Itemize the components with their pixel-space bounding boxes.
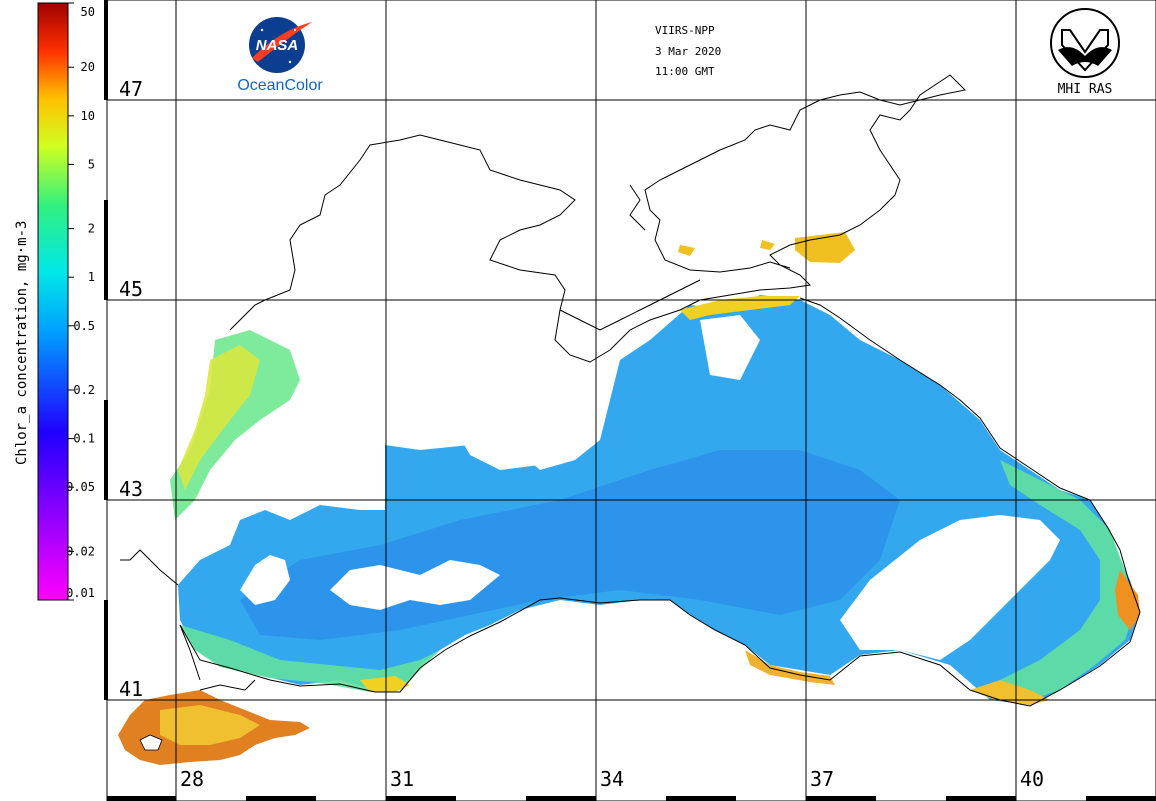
crimea-coastline — [559, 184, 701, 331]
colorbar-tick-label: 0.1 — [73, 432, 95, 446]
lat-label-41: 41 — [119, 677, 143, 701]
lat-label-bg-45 — [117, 278, 147, 298]
colorbar-tick-label: 1 — [88, 270, 95, 284]
eastern-coast-bloom — [1115, 570, 1140, 630]
colorbar-tick-label: 0.2 — [73, 383, 95, 397]
colorbar: 50 20 10 5 2 1 0.5 0.2 0.1 0.05 0.02 0.01 Chlor_a c… — [14, 2, 95, 601]
lat-label-43: 43 — [119, 477, 143, 501]
lon-label-37: 37 — [810, 767, 834, 791]
western-shelf-green — [170, 330, 300, 520]
nasa-text: NASA — [256, 37, 299, 54]
frame-scale-bottom — [107, 796, 1156, 801]
lat-label-bg-41 — [117, 678, 147, 698]
nasa-star-1 — [260, 28, 264, 32]
scale-bottom-3 — [386, 796, 456, 801]
colorbar-tick-label: 50 — [81, 5, 95, 19]
scale-bottom-4 — [526, 796, 596, 801]
scale-left-4 — [104, 600, 108, 700]
karkinit-bloom — [678, 245, 695, 256]
colorbar-fill — [38, 3, 68, 600]
nasa-star-2 — [288, 60, 292, 64]
marmara-island — [139, 734, 163, 751]
lat-label-bg-43 — [117, 478, 147, 498]
southern-coast-green — [180, 625, 440, 692]
western-shelf-yellow — [178, 345, 260, 490]
scale-left-1 — [104, 0, 108, 100]
nasa-swoosh — [252, 22, 312, 62]
crimea-east-shelf — [680, 296, 800, 320]
mhi-ras-logo: MHI RAS — [1050, 8, 1120, 97]
colorbar-frame — [37, 2, 69, 601]
lat-label-47: 47 — [119, 77, 143, 101]
satellite-label: VIIRS-NPP — [655, 24, 715, 37]
cloud-gap-west — [240, 555, 290, 605]
colorbar-title: Chlor_a concentration, mg·m-3 — [14, 221, 30, 465]
southeast-bloom — [970, 680, 1050, 705]
southern-coastline — [179, 297, 1141, 707]
oceancolor-text: OceanColor — [237, 77, 323, 94]
scale-bottom-5 — [666, 796, 736, 801]
colorbar-tick-label: 0.05 — [66, 480, 95, 494]
colorbar-tick-label: 5 — [88, 157, 95, 171]
colorbar-tick-label: 0.02 — [66, 544, 95, 558]
colorbar-tick-label: 2 — [88, 222, 95, 236]
scale-bottom-1 — [107, 796, 176, 801]
nasa-star-3 — [294, 29, 296, 31]
frame-scale-left — [104, 0, 108, 700]
scale-left-3 — [104, 400, 108, 500]
image-header: VIIRS-NPP 3 Mar 2020 11:00 GMT — [655, 24, 721, 78]
lat-lon-grid — [107, 0, 1156, 801]
cloud-gap-north — [450, 410, 560, 470]
cloud-gap-ne — [700, 315, 760, 380]
scale-left-2 — [104, 200, 108, 300]
bosphorus-coast — [120, 549, 256, 691]
nasa-logo: NASA OceanColor — [237, 17, 323, 94]
eastern-coast-green — [1000, 460, 1135, 700]
scale-bottom-7 — [946, 796, 1016, 801]
lon-label-40: 40 — [1020, 767, 1044, 791]
time-label: 11:00 GMT — [655, 65, 715, 78]
western-coastline — [229, 74, 967, 363]
scale-bottom-2 — [246, 796, 316, 801]
cloud-gap-central — [330, 560, 500, 610]
southern-coast-yellow — [360, 676, 410, 692]
anatolia-bloom — [745, 650, 835, 685]
lat-labels: 47 45 43 41 — [117, 77, 147, 701]
lon-label-34: 34 — [600, 767, 624, 791]
lat-label-bg-47 — [117, 78, 147, 98]
lon-label-28: 28 — [180, 767, 204, 791]
colorbar-tick-label: 10 — [81, 109, 95, 123]
colorbar-tick-label: 20 — [81, 60, 95, 74]
kerch-bloom — [760, 240, 775, 250]
coastline — [120, 74, 1141, 707]
lon-labels: 28 31 34 37 40 — [180, 767, 1044, 791]
colorbar-tick-group: 50 20 10 5 2 1 0.5 0.2 0.1 0.05 0.02 0.01 — [66, 2, 95, 601]
colorbar-tick-label: 0.01 — [66, 586, 95, 600]
marmara-sea — [118, 690, 310, 765]
lon-label-31: 31 — [390, 767, 414, 791]
mhi-emblem-waves — [1058, 47, 1112, 66]
scale-bottom-6 — [806, 796, 876, 801]
mhi-ras-text: MHI RAS — [1058, 82, 1113, 97]
colorbar-tick-label: 0.5 — [73, 319, 95, 333]
cloud-gap-east — [840, 515, 1060, 660]
date-label: 3 Mar 2020 — [655, 45, 721, 58]
marmara-core — [160, 705, 260, 745]
lat-label-45: 45 — [119, 277, 143, 301]
scale-bottom-8 — [1086, 796, 1156, 801]
